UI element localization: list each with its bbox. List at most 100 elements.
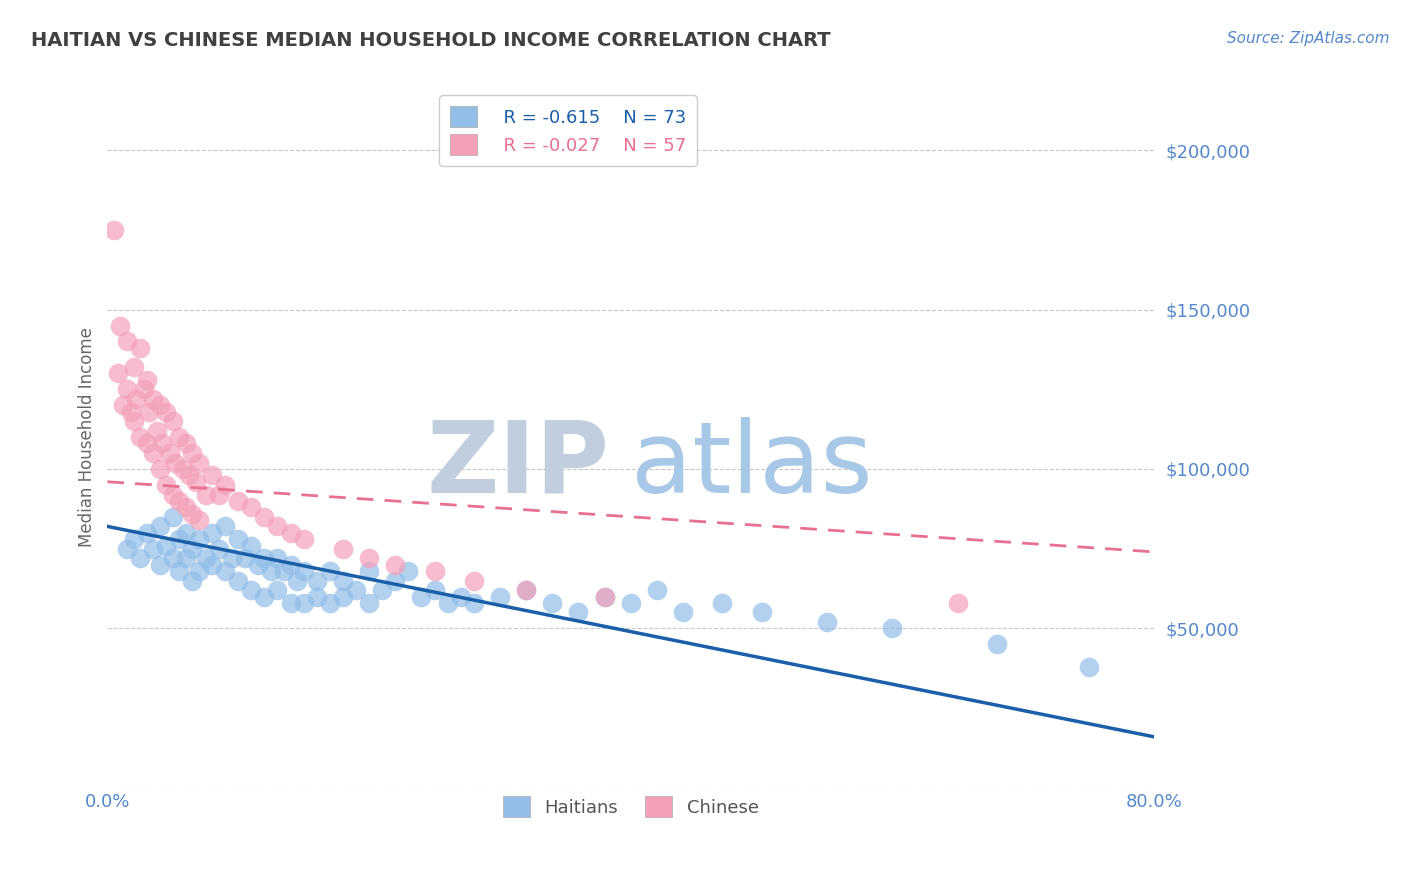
Point — [115, 334, 138, 349]
Point — [174, 436, 197, 450]
Point — [280, 558, 302, 572]
Point — [129, 341, 152, 355]
Point — [135, 373, 157, 387]
Point — [292, 596, 315, 610]
Point — [305, 590, 328, 604]
Point — [332, 574, 354, 588]
Point — [146, 424, 169, 438]
Point — [359, 551, 381, 566]
Point — [138, 404, 160, 418]
Point — [155, 404, 177, 418]
Point — [751, 606, 773, 620]
Point — [221, 551, 243, 566]
Point — [319, 596, 342, 610]
Point — [181, 574, 204, 588]
Point — [344, 583, 367, 598]
Point — [110, 318, 132, 333]
Text: Source: ZipAtlas.com: Source: ZipAtlas.com — [1226, 31, 1389, 46]
Point — [149, 558, 172, 572]
Point — [214, 519, 236, 533]
Point — [122, 359, 145, 374]
Point — [815, 615, 838, 629]
Point — [711, 596, 734, 610]
Text: HAITIAN VS CHINESE MEDIAN HOUSEHOLD INCOME CORRELATION CHART: HAITIAN VS CHINESE MEDIAN HOUSEHOLD INCO… — [31, 31, 831, 50]
Point — [240, 583, 263, 598]
Point — [266, 551, 288, 566]
Point — [463, 596, 485, 610]
Point — [188, 513, 211, 527]
Point — [253, 551, 276, 566]
Point — [125, 392, 148, 406]
Point — [253, 590, 276, 604]
Point — [436, 596, 458, 610]
Point — [253, 509, 276, 524]
Point — [201, 558, 224, 572]
Point — [593, 590, 616, 604]
Point — [174, 500, 197, 515]
Point — [181, 507, 204, 521]
Point — [169, 564, 191, 578]
Point — [150, 436, 173, 450]
Point — [384, 558, 406, 572]
Point — [305, 574, 328, 588]
Point — [169, 430, 191, 444]
Point — [142, 541, 165, 556]
Point — [214, 564, 236, 578]
Point — [240, 539, 263, 553]
Text: atlas: atlas — [631, 417, 872, 514]
Point — [129, 551, 152, 566]
Point — [142, 446, 165, 460]
Point — [645, 583, 668, 598]
Point — [188, 564, 211, 578]
Point — [120, 404, 142, 418]
Point — [129, 430, 152, 444]
Point — [541, 596, 564, 610]
Point — [115, 382, 138, 396]
Point — [172, 462, 194, 476]
Point — [132, 382, 155, 396]
Point — [359, 564, 381, 578]
Point — [103, 223, 125, 237]
Legend: Haitians, Chinese: Haitians, Chinese — [495, 789, 766, 824]
Point — [240, 500, 263, 515]
Point — [149, 462, 172, 476]
Point — [423, 564, 446, 578]
Y-axis label: Median Household Income: Median Household Income — [79, 327, 96, 547]
Point — [450, 590, 472, 604]
Point — [207, 487, 229, 501]
Point — [162, 551, 184, 566]
Point — [181, 446, 204, 460]
Point — [515, 583, 537, 598]
Point — [292, 532, 315, 546]
Point — [423, 583, 446, 598]
Point — [169, 532, 191, 546]
Point — [260, 564, 283, 578]
Point — [174, 525, 197, 540]
Point — [155, 478, 177, 492]
Point — [181, 541, 204, 556]
Point — [672, 606, 695, 620]
Point — [135, 525, 157, 540]
Point — [359, 596, 381, 610]
Text: ZIP: ZIP — [427, 417, 610, 514]
Point — [246, 558, 269, 572]
Point — [593, 590, 616, 604]
Point — [135, 436, 157, 450]
Point — [463, 574, 485, 588]
Point — [122, 532, 145, 546]
Point — [207, 541, 229, 556]
Point — [233, 551, 256, 566]
Point — [201, 468, 224, 483]
Point — [162, 487, 184, 501]
Point — [371, 583, 394, 598]
Point — [162, 414, 184, 428]
Point — [567, 606, 589, 620]
Point — [194, 551, 217, 566]
Point — [159, 446, 181, 460]
Point — [384, 574, 406, 588]
Point — [177, 468, 200, 483]
Point — [201, 525, 224, 540]
Point — [214, 478, 236, 492]
Point — [194, 487, 217, 501]
Point — [946, 596, 969, 610]
